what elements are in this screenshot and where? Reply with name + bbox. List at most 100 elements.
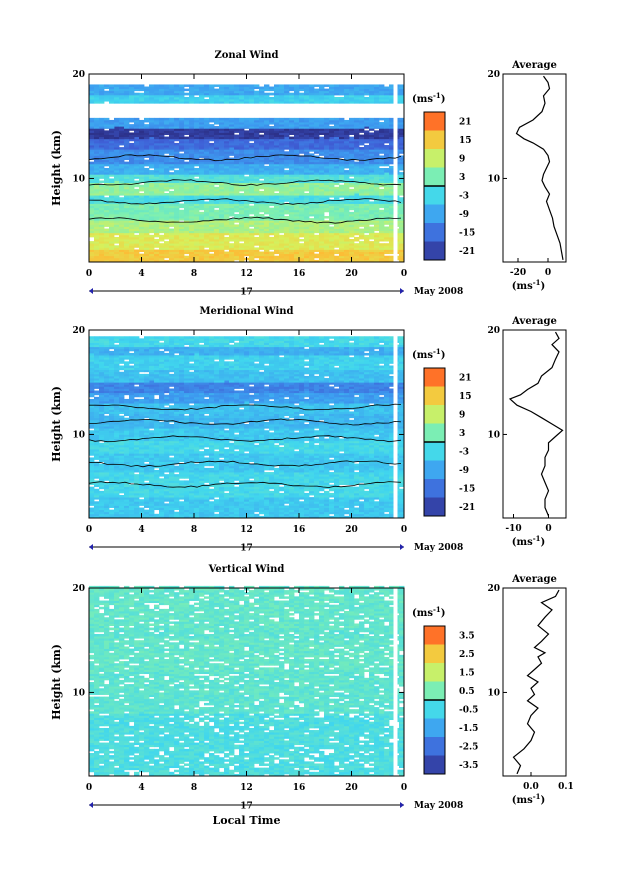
heatmap-cell bbox=[254, 241, 260, 244]
heatmap-cell bbox=[164, 232, 170, 236]
heatmap-cell bbox=[229, 239, 235, 242]
heatmap-cell bbox=[374, 234, 380, 238]
heatmap-cell bbox=[354, 257, 360, 261]
heatmap-cell bbox=[319, 232, 325, 236]
heatmap-cell bbox=[104, 228, 110, 232]
heatmap-cell bbox=[174, 170, 180, 173]
heatmap-cell bbox=[169, 157, 175, 161]
heatmap-cell bbox=[269, 245, 275, 248]
heatmap-cell bbox=[354, 249, 360, 252]
heatmap-cell bbox=[259, 180, 265, 184]
heatmap-cell bbox=[139, 239, 145, 242]
heatmap-cell bbox=[279, 249, 285, 252]
heatmap-cell bbox=[279, 243, 285, 246]
heatmap-cell bbox=[304, 193, 310, 196]
heatmap-cell bbox=[124, 234, 130, 238]
heatmap-cell bbox=[389, 239, 395, 242]
heatmap-cell bbox=[379, 188, 385, 192]
heatmap-cell bbox=[214, 209, 220, 213]
heatmap-cell bbox=[94, 251, 100, 255]
heatmap-cell bbox=[339, 255, 345, 259]
heatmap-cell bbox=[109, 239, 115, 242]
heatmap-cell bbox=[144, 251, 150, 255]
heatmap-cell bbox=[114, 253, 120, 257]
heatmap-cell bbox=[224, 257, 230, 261]
heatmap-cell bbox=[319, 257, 325, 261]
heatmap-cell bbox=[229, 249, 235, 252]
heatmap-cell bbox=[274, 259, 280, 263]
heatmap-cell bbox=[229, 117, 235, 121]
heatmap-cell bbox=[174, 241, 180, 244]
heatmap-cell bbox=[309, 245, 315, 248]
heatmap-cell bbox=[374, 247, 380, 250]
heatmap-cell bbox=[264, 230, 270, 234]
heatmap-cell bbox=[169, 247, 175, 250]
heatmap-cell bbox=[119, 228, 125, 232]
heatmap-cell bbox=[239, 230, 245, 234]
heatmap-cell bbox=[129, 228, 135, 232]
heatmap-cell bbox=[199, 245, 205, 248]
heatmap-cell bbox=[324, 243, 330, 246]
heatmap-cell bbox=[179, 243, 185, 246]
heatmap-cell bbox=[374, 239, 380, 242]
heatmap-cell bbox=[259, 253, 265, 257]
heatmap-cell bbox=[254, 251, 260, 255]
heatmap-cell bbox=[214, 241, 220, 244]
heatmap-cell bbox=[304, 243, 310, 246]
heatmap-cell bbox=[359, 253, 365, 257]
heatmap-cell bbox=[104, 251, 110, 255]
heatmap-cell bbox=[354, 232, 360, 236]
heatmap-cell bbox=[274, 234, 280, 238]
heatmap-cell bbox=[274, 230, 280, 234]
heatmap-cell bbox=[109, 251, 115, 255]
heatmap-cell bbox=[169, 239, 175, 242]
heatmap-cell bbox=[134, 249, 140, 252]
heatmap-cell bbox=[189, 241, 195, 244]
heatmap-cell bbox=[144, 253, 150, 257]
heatmap-cell bbox=[304, 239, 310, 242]
heatmap-cell bbox=[244, 243, 250, 246]
heatmap-cell bbox=[109, 178, 115, 181]
heatmap-cell bbox=[369, 201, 375, 204]
heatmap-cell bbox=[154, 249, 160, 252]
heatmap-cell bbox=[369, 243, 375, 246]
heatmap-cell bbox=[179, 241, 185, 244]
heatmap-cell bbox=[389, 228, 395, 232]
heatmap-cell bbox=[289, 239, 295, 242]
heatmap-cell bbox=[269, 207, 275, 211]
heatmap-cell bbox=[124, 243, 130, 246]
heatmap-cell bbox=[314, 255, 320, 259]
heatmap-cell bbox=[314, 259, 320, 263]
heatmap-cell bbox=[264, 241, 270, 244]
heatmap-cell bbox=[199, 249, 205, 252]
heatmap-cell bbox=[294, 241, 300, 244]
heatmap-cell bbox=[109, 241, 115, 244]
heatmap-cell bbox=[319, 255, 325, 259]
heatmap-cell bbox=[174, 226, 180, 229]
heatmap-cell bbox=[314, 245, 320, 248]
heatmap-cell bbox=[304, 230, 310, 234]
heatmap-cell bbox=[119, 236, 125, 240]
heatmap-cell bbox=[304, 236, 310, 240]
heatmap-cell bbox=[319, 243, 325, 246]
heatmap-cell bbox=[384, 236, 390, 240]
heatmap-cell bbox=[179, 247, 185, 250]
heatmap-cell bbox=[294, 228, 300, 232]
heatmap-cell bbox=[184, 257, 190, 261]
heatmap-cell bbox=[229, 251, 235, 255]
heatmap-cell bbox=[159, 251, 165, 255]
heatmap-cell bbox=[239, 239, 245, 242]
heatmap-cell bbox=[264, 251, 270, 255]
heatmap-cell bbox=[349, 188, 355, 192]
heatmap-cell bbox=[149, 245, 155, 248]
heatmap-cell bbox=[329, 253, 335, 257]
heatmap-cell bbox=[244, 239, 250, 242]
heatmap-cell bbox=[289, 234, 295, 238]
heatmap-cell bbox=[334, 245, 340, 248]
heatmap-cell bbox=[129, 132, 135, 135]
heatmap-cell bbox=[194, 168, 200, 171]
heatmap-cell bbox=[249, 251, 255, 255]
heatmap-cell bbox=[204, 243, 210, 246]
heatmap-cell bbox=[179, 222, 185, 225]
heatmap-cell bbox=[129, 243, 135, 246]
